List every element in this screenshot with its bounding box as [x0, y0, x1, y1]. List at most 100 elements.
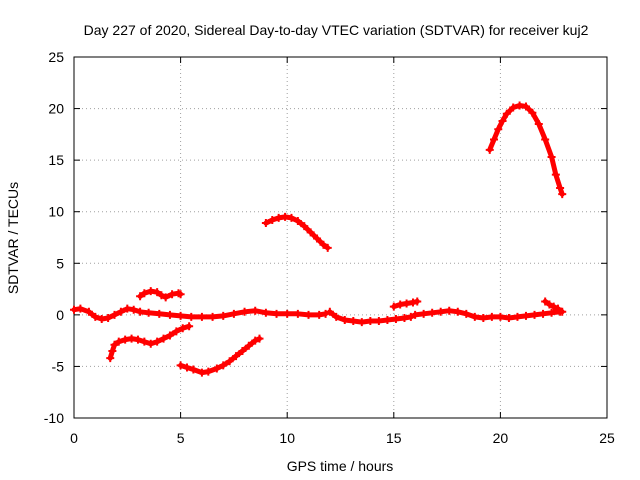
- data-point: [187, 312, 196, 321]
- data-point: [197, 312, 206, 321]
- data-point: [281, 212, 290, 221]
- data-point: [498, 116, 507, 125]
- data-point: [146, 339, 155, 348]
- data-point: [411, 310, 420, 319]
- data-point: [165, 331, 174, 340]
- data-point: [391, 314, 400, 323]
- series-arc-4: [176, 334, 264, 377]
- data-point: [396, 300, 405, 309]
- data-point: [389, 302, 398, 311]
- data-point: [232, 352, 241, 361]
- data-point: [165, 310, 174, 319]
- data-point: [349, 317, 358, 326]
- data-point: [110, 310, 119, 319]
- data-point: [287, 213, 296, 222]
- data-point: [549, 302, 558, 311]
- data-point: [123, 304, 132, 313]
- data-point: [340, 316, 349, 325]
- data-point: [558, 190, 567, 199]
- data-point: [155, 309, 164, 318]
- data-point: [502, 109, 511, 118]
- data-point: [144, 308, 153, 317]
- data-point: [319, 240, 328, 249]
- data-point: [251, 336, 260, 345]
- data-point: [168, 290, 177, 299]
- data-point: [357, 318, 366, 327]
- data-point: [513, 312, 522, 321]
- y-tick-label: -10: [44, 410, 64, 426]
- data-point: [293, 309, 302, 318]
- data-point: [528, 108, 537, 117]
- data-point: [197, 368, 206, 377]
- axis-ticks: 0 5 10 15 20 25 -10 -5 0 5 10 15 20 25: [44, 49, 615, 446]
- x-axis-label: GPS time / hours: [287, 458, 394, 474]
- data-point: [136, 292, 145, 301]
- x-tick-label: 20: [493, 430, 509, 446]
- data-point: [121, 335, 130, 344]
- data-point: [406, 312, 415, 321]
- data-point: [445, 306, 454, 315]
- data-points: [70, 101, 567, 377]
- data-point: [91, 312, 100, 321]
- data-point: [325, 307, 334, 316]
- data-point: [304, 310, 313, 319]
- data-point: [408, 298, 417, 307]
- data-point: [172, 327, 181, 336]
- y-tick-label: 0: [56, 307, 64, 323]
- y-tick-label: 25: [48, 49, 64, 65]
- data-point: [208, 312, 217, 321]
- data-point: [490, 135, 499, 144]
- data-point: [146, 287, 155, 296]
- y-tick-label: 5: [56, 255, 64, 271]
- data-point: [219, 311, 228, 320]
- data-point: [185, 322, 194, 331]
- data-point: [521, 311, 530, 320]
- data-point: [487, 312, 496, 321]
- data-point: [539, 309, 548, 318]
- data-point: [534, 120, 543, 129]
- data-point: [176, 290, 185, 299]
- data-point: [547, 308, 556, 317]
- data-point: [212, 364, 221, 373]
- data-point: [436, 307, 445, 316]
- x-tick-label: 0: [70, 430, 78, 446]
- data-point: [509, 103, 518, 112]
- data-point: [545, 300, 554, 309]
- series-arc-8: [541, 297, 567, 316]
- data-point: [293, 216, 302, 225]
- x-tick-label: 10: [279, 430, 295, 446]
- data-point: [76, 304, 85, 313]
- data-point: [321, 309, 330, 318]
- data-point: [521, 102, 530, 111]
- series-arc-7: [389, 297, 422, 311]
- data-point: [244, 341, 253, 350]
- data-point: [558, 307, 567, 316]
- data-point: [547, 153, 556, 162]
- data-point: [229, 309, 238, 318]
- data-point: [104, 313, 113, 322]
- data-point: [127, 334, 136, 343]
- series-arc-2: [106, 322, 194, 363]
- data-point: [159, 334, 168, 343]
- series-arc-9: [485, 101, 567, 199]
- data-point: [238, 346, 247, 355]
- data-point: [133, 335, 142, 344]
- data-point: [332, 312, 341, 321]
- data-point: [153, 337, 162, 346]
- data-point: [515, 101, 524, 110]
- data-point: [240, 307, 249, 316]
- data-point: [268, 215, 277, 224]
- data-point: [551, 170, 560, 179]
- data-point: [114, 337, 123, 346]
- data-point: [400, 313, 409, 322]
- data-point: [402, 299, 411, 308]
- chart-title: Day 227 of 2020, Sidereal Day-to-day VTE…: [84, 22, 589, 38]
- data-point: [374, 317, 383, 326]
- data-point: [84, 307, 93, 316]
- data-point: [136, 307, 145, 316]
- data-point: [496, 312, 505, 321]
- y-tick-label: 15: [48, 152, 64, 168]
- grid: [74, 57, 607, 418]
- data-point: [530, 310, 539, 319]
- series-arc-1: [70, 304, 330, 323]
